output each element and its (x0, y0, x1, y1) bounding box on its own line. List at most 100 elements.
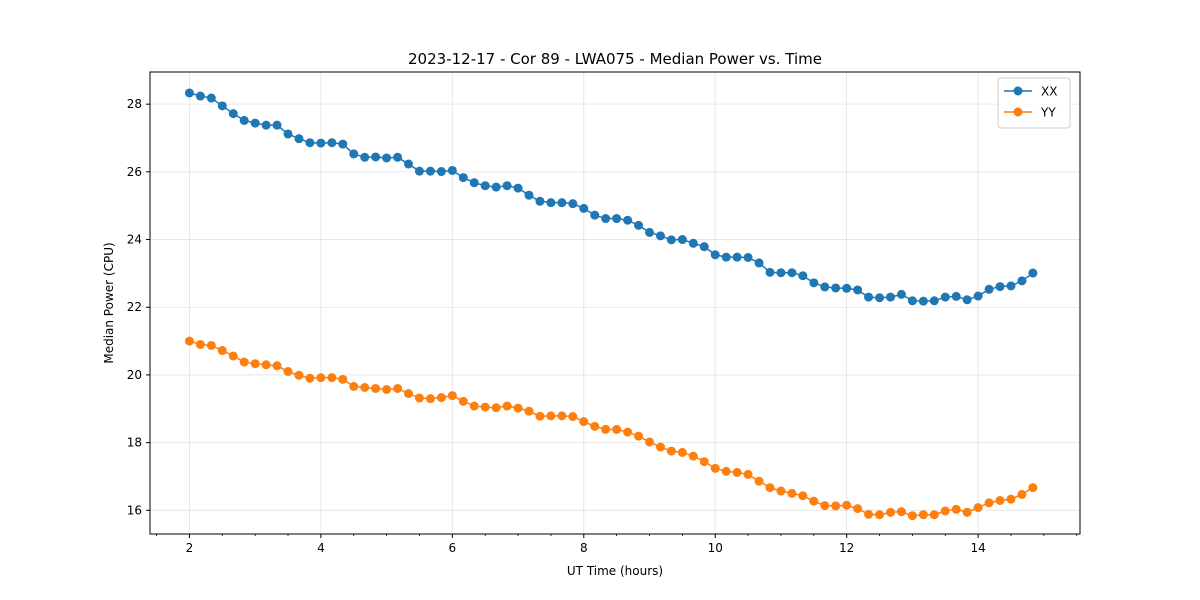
data-point-yy (798, 491, 808, 501)
data-point-yy (305, 373, 315, 383)
data-point-yy (677, 447, 687, 457)
x-axis-label: UT Time (hours) (567, 564, 663, 578)
data-point-yy (929, 510, 939, 520)
data-point-xx (447, 165, 457, 175)
data-point-yy (601, 424, 611, 434)
data-point-xx (250, 118, 260, 128)
data-point-yy (206, 340, 216, 350)
data-point-xx (831, 283, 841, 293)
data-point-xx (875, 293, 885, 303)
data-point-yy (699, 457, 709, 467)
data-point-xx (710, 250, 720, 260)
data-point-xx (721, 252, 731, 262)
y-tick-label: 24 (127, 233, 142, 247)
data-point-xx (579, 203, 589, 213)
data-point-xx (688, 238, 698, 248)
data-point-yy (918, 510, 928, 520)
data-point-yy (984, 498, 994, 508)
data-point-xx (546, 198, 556, 208)
data-point-xx (886, 292, 896, 302)
y-tick-label: 18 (127, 436, 142, 450)
data-point-xx (732, 252, 742, 262)
data-point-yy (228, 351, 238, 361)
data-point-xx (896, 289, 906, 299)
data-point-xx (798, 271, 808, 281)
data-point-yy (907, 511, 917, 521)
data-point-xx (283, 129, 293, 139)
data-point-yy (458, 396, 468, 406)
data-point-yy (688, 451, 698, 461)
data-point-xx (360, 152, 370, 162)
data-point-yy (886, 507, 896, 517)
legend-box (997, 77, 1071, 129)
y-tick-label: 22 (127, 300, 142, 314)
data-point-yy (809, 496, 819, 506)
legend-marker-xx (1013, 86, 1023, 96)
data-point-xx (929, 296, 939, 306)
data-point-xx (436, 167, 446, 177)
data-point-yy (414, 393, 424, 403)
data-point-xx (228, 109, 238, 119)
data-point-yy (294, 370, 304, 380)
data-point-xx (305, 138, 315, 148)
data-point-xx (776, 268, 786, 278)
data-point-yy (349, 381, 359, 391)
data-point-xx (677, 235, 687, 245)
data-point-xx (294, 134, 304, 144)
y-tick-label: 20 (127, 368, 142, 382)
x-tick-label: 12 (839, 541, 854, 555)
data-point-xx (338, 139, 348, 149)
data-point-yy (535, 411, 545, 421)
data-point-yy (1028, 483, 1038, 493)
data-point-xx (403, 159, 413, 169)
data-point-yy (568, 412, 578, 422)
data-point-xx (645, 227, 655, 237)
data-point-xx (743, 252, 753, 262)
data-point-yy (1006, 494, 1016, 504)
data-point-yy (732, 467, 742, 477)
data-point-xx (217, 101, 227, 111)
data-point-xx (590, 210, 600, 220)
data-point-xx (425, 166, 435, 176)
data-point-xx (371, 152, 381, 162)
data-point-yy (261, 360, 271, 370)
data-point-yy (787, 488, 797, 498)
data-point-xx (524, 190, 534, 200)
data-point-xx (393, 152, 403, 162)
data-point-xx (513, 183, 523, 193)
data-point-yy (743, 469, 753, 479)
data-point-xx (623, 215, 633, 225)
data-point-yy (480, 402, 490, 412)
data-point-yy (184, 336, 194, 346)
data-point-xx (820, 282, 830, 292)
data-point-xx (864, 292, 874, 302)
data-point-yy (973, 503, 983, 513)
data-point-yy (721, 466, 731, 476)
data-point-xx (666, 235, 676, 245)
data-point-xx (272, 120, 282, 130)
data-point-xx (557, 198, 567, 208)
legend-marker-yy (1013, 107, 1023, 117)
data-point-xx (535, 196, 545, 206)
x-tick-label: 4 (317, 541, 325, 555)
data-point-xx (327, 138, 337, 148)
data-point-xx (349, 149, 359, 159)
data-point-xx (907, 296, 917, 306)
data-point-yy (360, 382, 370, 392)
x-tick-label: 10 (708, 541, 723, 555)
data-point-yy (962, 507, 972, 517)
grid (150, 72, 1080, 534)
data-point-xx (951, 291, 961, 301)
data-point-yy (612, 424, 622, 434)
data-point-xx (261, 120, 271, 130)
legend-label-yy: YY (1040, 106, 1056, 120)
data-point-xx (469, 178, 479, 188)
data-point-xx (568, 199, 578, 209)
data-point-xx (414, 166, 424, 176)
data-point-xx (206, 93, 216, 103)
data-point-yy (896, 507, 906, 517)
data-point-xx (973, 291, 983, 301)
data-point-yy (875, 510, 885, 520)
data-point-yy (436, 393, 446, 403)
y-tick-label: 16 (127, 503, 142, 517)
